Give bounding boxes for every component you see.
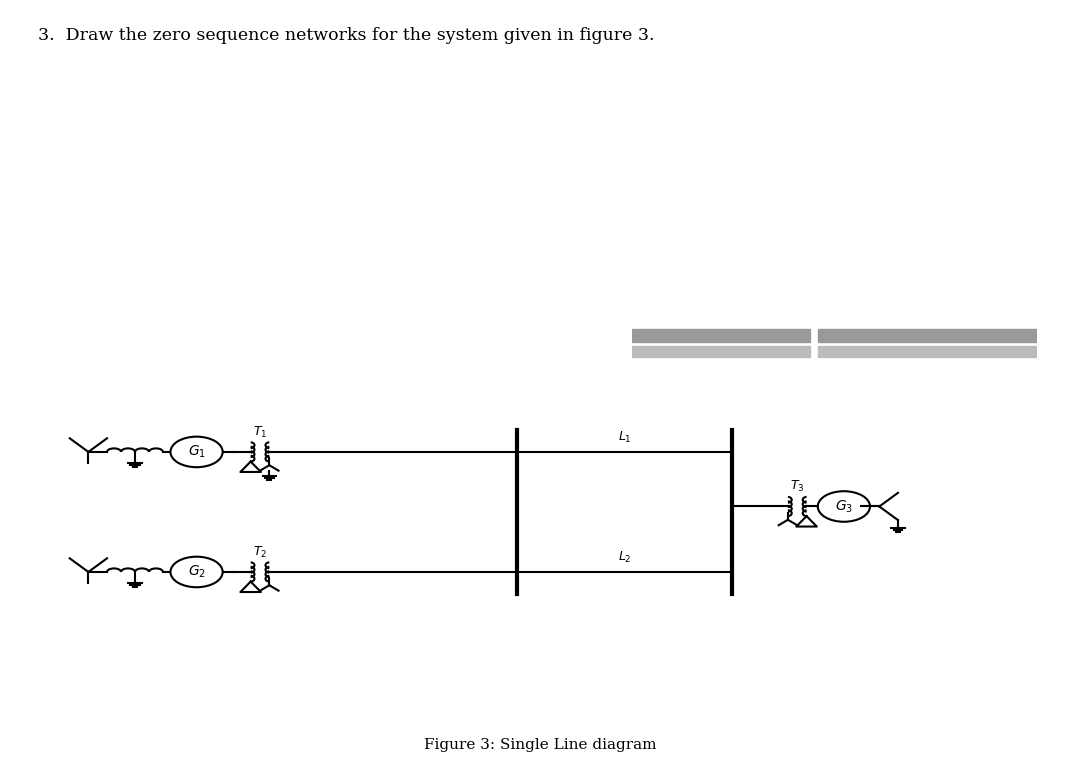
Text: $L_1$: $L_1$ bbox=[618, 430, 632, 446]
Text: $L_2$: $L_2$ bbox=[618, 550, 632, 565]
Bar bbox=[632, 329, 810, 342]
Text: $T_3$: $T_3$ bbox=[789, 479, 805, 494]
Text: $G_{3}$: $G_{3}$ bbox=[835, 498, 853, 515]
Text: 3.  Draw the zero sequence networks for the system given in figure 3.: 3. Draw the zero sequence networks for t… bbox=[38, 27, 654, 44]
Bar bbox=[632, 346, 810, 357]
Text: $T_2$: $T_2$ bbox=[253, 544, 267, 560]
Text: $T_1$: $T_1$ bbox=[253, 425, 267, 439]
Text: $G_{1}$: $G_{1}$ bbox=[188, 444, 205, 460]
Text: Figure 3: Single Line diagram: Figure 3: Single Line diagram bbox=[423, 738, 657, 752]
Text: $G_{2}$: $G_{2}$ bbox=[188, 564, 205, 580]
Bar bbox=[819, 346, 1037, 357]
Bar bbox=[819, 329, 1037, 342]
